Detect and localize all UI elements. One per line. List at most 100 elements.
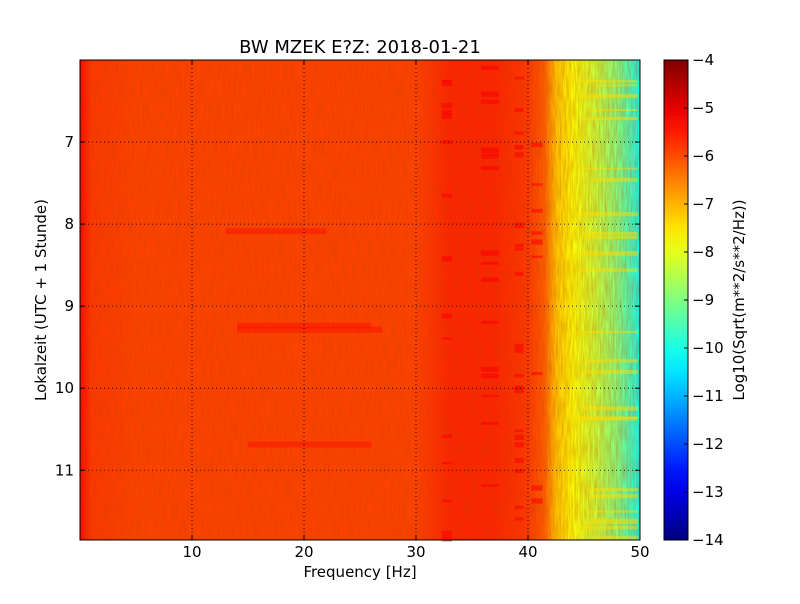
spectral-streak [514,343,524,350]
spectral-streak [593,177,638,182]
colorbar-ticks: −4 −5 −6 −7 −8 −9 −10 −11 −12 −13 −14 [684,51,724,549]
spectral-streak [578,93,638,99]
x-tick-label: 30 [406,543,425,561]
spectral-streak [514,108,524,112]
spectral-streak [481,484,499,487]
spectral-streak [585,117,638,121]
spectral-streak [514,131,524,135]
spectral-streak [595,535,638,541]
spectral-streak [441,313,452,319]
spectral-streak [584,359,638,363]
x-tick-label: 40 [518,543,537,561]
spectral-streak [441,80,452,87]
colorbar-tick-label: −12 [692,435,724,453]
spectral-streak [481,277,499,282]
x-axis: 10 20 30 40 50 [182,60,650,561]
spectral-streak [481,261,499,265]
spectral-streak [588,493,638,499]
y-tick-label: 9 [64,297,74,315]
spectral-streak [514,385,524,390]
spectral-streak [514,434,524,441]
spectral-streak [481,250,499,256]
spectral-streak [514,505,524,510]
spectral-streak [441,139,452,145]
spectral-streak [531,239,543,245]
spectral-streak [574,211,638,217]
colorbar: −4 −5 −6 −7 −8 −9 −10 −11 −12 −13 −14 [663,51,724,549]
spectral-streak [586,488,638,492]
spectral-streak [481,394,499,398]
spectral-streak [578,251,638,255]
spectrogram-texture [80,60,640,540]
spectral-streak [531,485,543,491]
spectral-streak [441,499,452,503]
spectral-streak [579,417,638,421]
spectral-streak [481,366,499,372]
grid [80,60,640,540]
colorbar-tick-label: −5 [692,99,714,117]
colorbar-tick-label: −6 [692,147,714,165]
spectral-streak [236,322,372,329]
spectral-streak [248,441,372,448]
spectral-streak [583,406,638,411]
spectral-streak [514,457,524,463]
spectral-streak [531,208,543,213]
spectral-streak [481,166,499,171]
spectral-streak [577,79,638,83]
spectral-streak [514,76,524,80]
colorbar-tick-label: −4 [692,51,714,69]
spectral-streak [514,442,524,448]
spectral-streak [481,320,499,324]
colorbar-tick-label: −9 [692,291,714,309]
y-tick-label: 7 [64,133,74,151]
spectral-streak [586,510,638,513]
spectral-streak [584,235,638,239]
colorbar-tick-label: −13 [692,483,724,501]
spectral-streak [481,91,499,97]
y-tick-label: 8 [64,215,74,233]
spectral-streak [514,429,524,432]
spectral-streak [481,153,499,159]
spectral-streak [441,102,452,109]
spectral-streak [441,434,452,438]
y-axis: 7 8 9 10 11 [55,133,640,479]
spectral-streak [514,271,524,276]
spectral-streak [514,387,524,394]
spectral-streak [514,152,524,158]
spectral-streak [514,468,524,474]
spectral-streak [587,109,638,111]
spectral-streak [236,326,383,333]
spectral-streak [578,525,638,530]
colorbar-tick-label: −14 [692,531,724,549]
spectral-streak [531,183,543,186]
spectral-streak [582,232,638,236]
spectral-lines [225,65,638,542]
spectral-streak [514,145,524,150]
spectral-streak [481,421,499,425]
colorbar-tick-label: −8 [692,243,714,261]
x-axis-label: Frequency [Hz] [303,563,416,581]
y-tick-label: 11 [55,461,74,479]
spectral-streak [441,462,452,465]
spectral-streak [514,247,524,251]
spectral-streak [531,255,543,258]
spectral-streak [573,331,638,334]
colorbar-tick-label: −11 [692,387,724,405]
spectral-streak [594,84,638,87]
x-tick-label: 50 [630,543,649,561]
spectral-streak [441,530,452,536]
spectral-streak [572,254,638,256]
spectral-streak [579,167,638,170]
x-tick-label: 10 [182,543,201,561]
spectral-streak [441,110,452,115]
spectral-streak [514,222,524,228]
spectral-streak [481,99,499,105]
spectral-streak [225,228,327,235]
spectral-streak [514,517,524,521]
y-tick-label: 10 [55,379,74,397]
spectral-streak [441,255,452,262]
spectral-streak [481,65,499,70]
plot-area [79,59,641,542]
